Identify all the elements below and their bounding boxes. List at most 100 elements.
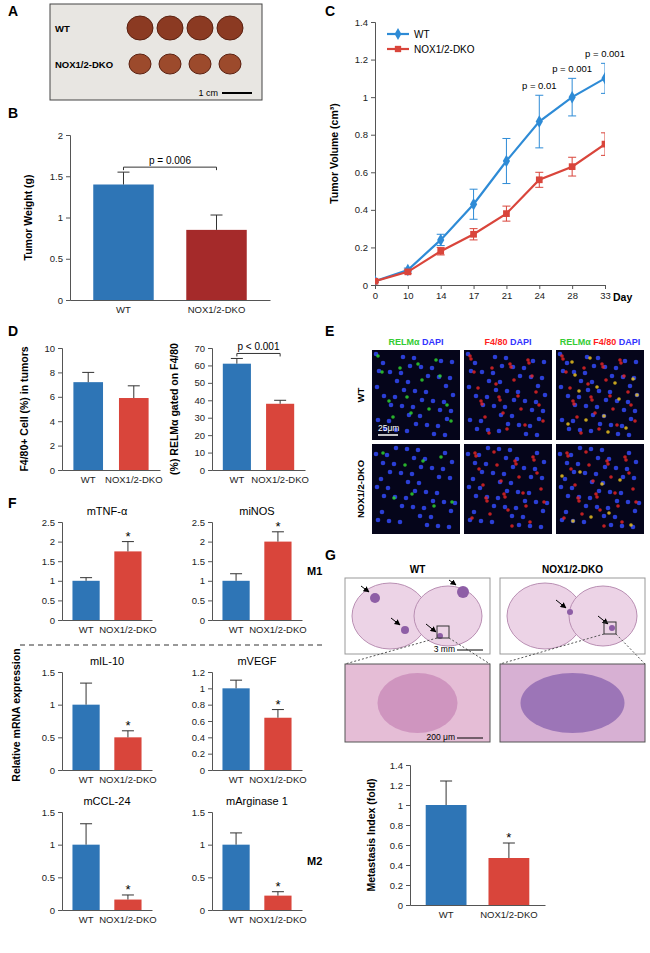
x-axis: WTNOX1/2-DKO <box>63 910 157 925</box>
y-tick-mark <box>406 765 410 766</box>
nucleus <box>500 364 505 369</box>
stain <box>503 495 507 499</box>
y-tick-label: 1 <box>200 683 205 694</box>
y-axis: 00.511.5 <box>42 807 63 916</box>
nucleus <box>598 422 603 427</box>
stain <box>586 382 590 386</box>
y-tick: 0.8 <box>355 129 375 140</box>
stain <box>483 415 487 419</box>
y-axis: 00.20.40.60.811.21.4 <box>355 17 376 291</box>
y-tick-mark <box>208 672 212 673</box>
y-tick-mark <box>371 247 375 248</box>
y-tick-label: 1 <box>50 839 55 850</box>
y-tick: 0.8 <box>192 699 212 710</box>
stain <box>485 499 489 503</box>
y-tick-label: 0 <box>200 905 205 916</box>
nucleus <box>439 359 444 364</box>
nucleus <box>450 460 455 465</box>
y-tick-label: 60 <box>194 360 205 371</box>
y-tick-label: 1 <box>200 839 205 850</box>
nucleus <box>506 422 511 427</box>
y-tick-mark <box>58 845 62 846</box>
y-tick-mark <box>58 737 62 738</box>
scale-bar <box>378 434 398 436</box>
y-tick-label: 30 <box>194 412 205 423</box>
y-tick: 0.5 <box>42 872 62 883</box>
x-axis-line <box>213 910 303 911</box>
plot-area <box>222 680 291 770</box>
nucleus <box>541 509 546 514</box>
stain <box>613 381 617 385</box>
y-tick-label: 0.5 <box>42 732 55 743</box>
x-tick: NOX1/2-DKO <box>251 470 309 485</box>
y-tick-mark <box>208 620 212 621</box>
stain <box>438 374 442 378</box>
y-tick-mark <box>371 172 375 173</box>
x-tick: WT <box>229 910 244 925</box>
column-header: NOX1/2-DKO <box>542 564 603 575</box>
y-tick: 0.5 <box>192 872 212 883</box>
y-tick-label: 2 <box>50 440 55 451</box>
nucleus <box>376 518 381 523</box>
header-part: RELMα <box>388 337 419 347</box>
nucleus <box>540 476 545 481</box>
y-tick-mark <box>208 705 212 706</box>
stain <box>542 500 546 504</box>
stain <box>477 467 481 471</box>
stain <box>494 382 498 386</box>
x-axis-line <box>63 620 153 621</box>
stain <box>562 516 566 520</box>
series-line <box>375 144 605 281</box>
error-bar <box>274 400 286 403</box>
x-tick-mark <box>506 285 507 289</box>
stain <box>560 474 564 478</box>
nucleus <box>418 414 423 419</box>
chart-title: miNOS <box>239 505 274 517</box>
y-tick-mark <box>66 176 70 177</box>
bar-chart: 00.511.52WTNOX1/2-DKOp = 0.006Tumor Weig… <box>22 130 271 315</box>
bar-chart: 010203040506070WTNOX1/2-DKOp < 0.001(%) … <box>168 341 309 484</box>
y-tick-mark <box>208 600 212 601</box>
y-tick: 0.6 <box>192 716 212 727</box>
y-tick-label: 0.5 <box>192 872 205 883</box>
y-tick-mark <box>58 372 62 373</box>
stain <box>631 377 635 381</box>
nucleus <box>537 417 542 422</box>
nucleus <box>563 477 568 482</box>
nucleus <box>422 506 427 511</box>
x-axis: 010141721242833 <box>373 285 611 301</box>
x-tick-label: WT <box>79 914 94 925</box>
y-tick-mark <box>58 877 62 878</box>
nucleus <box>543 393 548 398</box>
nucleus <box>536 384 541 389</box>
x-tick-label: WT <box>229 914 244 925</box>
stain <box>620 520 624 524</box>
tumor <box>187 16 213 40</box>
nucleus <box>504 356 509 361</box>
x-tick: NOX1/2-DKO <box>105 470 163 485</box>
nodule <box>457 586 469 598</box>
x-tick: 33 <box>600 285 611 301</box>
y-axis-title: Tumor Volume (cm³) <box>328 103 340 204</box>
nucleus <box>625 467 630 472</box>
nucleus <box>411 505 416 510</box>
y-tick-mark <box>58 561 62 562</box>
row-label: WT <box>355 387 366 402</box>
bar <box>72 845 99 910</box>
lung-lobe <box>414 586 482 646</box>
nucleus <box>512 398 517 403</box>
nucleus <box>610 374 615 379</box>
stain <box>608 394 612 398</box>
stain <box>535 471 539 475</box>
nucleus <box>413 389 418 394</box>
panel-label: A <box>8 3 18 19</box>
stain <box>619 361 623 365</box>
y-tick-mark <box>208 435 212 436</box>
nucleus <box>603 465 608 470</box>
x-tick-label: 24 <box>534 290 545 301</box>
stain <box>618 478 622 482</box>
x-tick-label: WT <box>229 624 244 635</box>
y-axis-title: (%) RELMα gated on F4/80 <box>168 343 180 475</box>
header-part: DAPI <box>508 337 532 347</box>
y-tick-mark <box>406 885 410 886</box>
